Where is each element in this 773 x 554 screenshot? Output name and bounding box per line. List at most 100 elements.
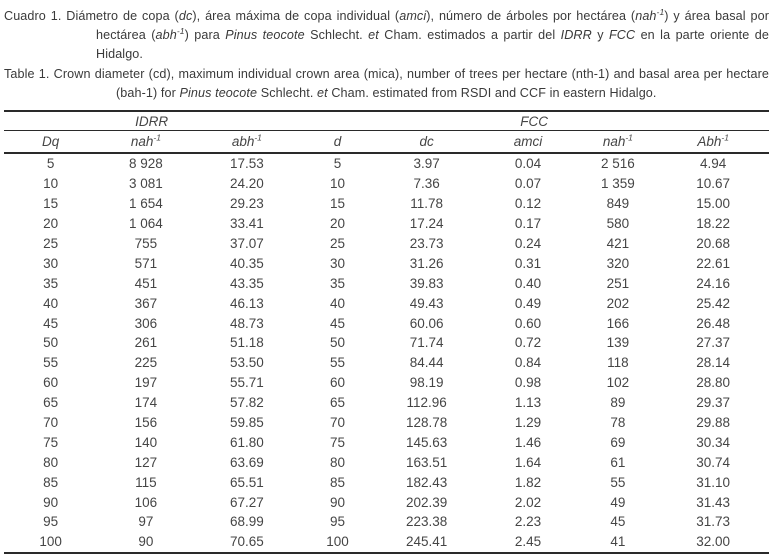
table-cell: 89 (610, 395, 626, 411)
table-cell: 197 (134, 375, 158, 391)
group-header-row: IDRR FCC (4, 111, 769, 131)
table-cell: 0.49 (514, 295, 542, 311)
table-cell: 0.04 (514, 156, 542, 172)
table-cell: 2.23 (514, 514, 542, 530)
table-cell: 28.14 (696, 355, 731, 371)
table-cell: 1 359 (600, 176, 635, 192)
table-cell: 571 (134, 255, 158, 271)
table-row: 20 1 064 33.41 20 17.24 0.17 580 18.22 (4, 214, 769, 234)
table-cell: 102 (606, 375, 630, 391)
table-cell: 1 064 (129, 216, 163, 232)
table-cell: 95 (330, 514, 346, 530)
table-cell: 18.22 (696, 216, 731, 232)
table-cell: 0.12 (514, 196, 542, 212)
table-cell: 5 (46, 156, 55, 172)
table-cell: 128.78 (405, 415, 448, 431)
table-cell: 55.71 (229, 375, 264, 391)
table-cell: 41 (610, 534, 626, 550)
column-header-d: d (333, 134, 342, 149)
table-cell: 11.78 (410, 196, 444, 212)
table-cell: 127 (134, 454, 158, 470)
table-row: 40 367 46.13 40 49.43 0.49 202 25.42 (4, 293, 769, 313)
table-cell: 70.65 (229, 534, 264, 550)
table-cell: 2.45 (514, 534, 542, 550)
table-row: 85 115 65.51 85 182.43 1.82 55 31.10 (4, 472, 769, 492)
table-cell: 67.27 (229, 494, 264, 510)
table-cell: 55 (43, 355, 59, 371)
column-header-dc: dc (419, 134, 434, 149)
table-cell: 25 (330, 236, 346, 251)
table-cell: 5 (333, 156, 342, 172)
data-table: IDRR FCC Dq nah-1 abh-1 d dc amci nah-1 … (4, 110, 769, 554)
table-row: 15 1 654 29.23 15 11.78 0.12 849 15.00 (4, 194, 769, 214)
table-cell: 10.67 (696, 176, 731, 192)
table-cell: 50 (43, 335, 59, 351)
table-cell: 320 (606, 255, 630, 271)
table-cell: 106 (134, 494, 158, 510)
table-cell: 451 (134, 275, 158, 291)
table-cell: 1.29 (514, 415, 542, 431)
table-row: 100 90 70.65 100 245.41 2.45 41 32.00 (4, 532, 769, 553)
table-cell: 10 (43, 176, 59, 192)
table-cell: 15 (43, 196, 59, 212)
table-caption-spanish: Cuadro 1. Diámetro de copa (dc), área má… (4, 6, 770, 61)
table-cell: 23.73 (409, 236, 444, 251)
table-cell: 85 (330, 474, 346, 490)
table-cell: 24.16 (696, 275, 731, 291)
table-cell: 112.96 (406, 395, 447, 411)
table-cell: 202.39 (405, 494, 448, 510)
table-row: 45 306 48.73 45 60.06 0.60 166 26.48 (4, 313, 769, 333)
table-cell: 1.82 (514, 474, 542, 490)
column-header-dq: Dq (42, 134, 60, 149)
table-cell: 24.20 (229, 176, 264, 192)
table-cell: 60 (43, 375, 59, 391)
table-cell: 1.13 (514, 395, 542, 411)
table-cell: 31.26 (409, 255, 444, 271)
table-cell: 27.37 (696, 335, 731, 351)
table-cell: 3 081 (129, 176, 163, 192)
table-cell: 25 (43, 236, 59, 251)
table-cell: 31.43 (696, 494, 731, 510)
table-cell: 33.41 (229, 216, 264, 232)
table-cell: 223.38 (405, 514, 448, 530)
table-cell: 95 (43, 514, 59, 530)
table-cell: 1.64 (514, 454, 542, 470)
table-cell: 60.06 (409, 315, 444, 331)
table-cell: 2 516 (600, 156, 635, 172)
table-cell: 84.44 (409, 355, 444, 371)
table-cell: 31.10 (696, 474, 731, 490)
table-cell: 57.82 (229, 395, 264, 411)
table-row: 60 197 55.71 60 98.19 0.98 102 28.80 (4, 373, 769, 393)
table-cell: 63.69 (229, 454, 264, 470)
table-cell: 29.88 (696, 415, 731, 431)
table-cell: 48.73 (229, 315, 264, 331)
table-cell: 53.50 (229, 355, 264, 371)
table-cell: 28.80 (696, 375, 731, 391)
table-cell: 68.99 (229, 514, 264, 530)
table-cell: 17.53 (229, 156, 264, 172)
table-cell: 26.48 (696, 315, 731, 331)
table-cell: 367 (134, 295, 158, 311)
table-cell: 49 (610, 494, 626, 510)
table-row: 10 3 081 24.20 10 7.36 0.07 1 359 10.67 (4, 174, 769, 194)
table-cell: 3.97 (413, 156, 440, 172)
table-cell: 166 (606, 315, 630, 331)
table-cell: 0.40 (514, 275, 542, 291)
table-cell: 59.85 (229, 415, 264, 431)
table-cell: 20 (330, 216, 346, 232)
table-cell: 15 (330, 196, 346, 212)
table-cell: 139 (606, 335, 630, 351)
column-header-nah-fcc: nah-1 (602, 132, 633, 149)
table-row: 75 140 61.80 75 145.63 1.46 69 30.34 (4, 432, 769, 452)
table-cell: 0.31 (514, 255, 542, 271)
column-header-row: Dq nah-1 abh-1 d dc amci nah-1 Abh-1 (4, 131, 769, 153)
table-cell: 75 (43, 434, 59, 450)
table-cell: 29.23 (229, 196, 264, 212)
table-cell: 100 (39, 534, 62, 550)
table-row: 30 571 40.35 30 31.26 0.31 320 22.61 (4, 253, 769, 273)
table-cell: 65.51 (229, 474, 264, 490)
table-cell: 163.51 (405, 454, 448, 470)
table-cell: 70 (43, 415, 59, 431)
table-cell: 65 (43, 395, 59, 411)
